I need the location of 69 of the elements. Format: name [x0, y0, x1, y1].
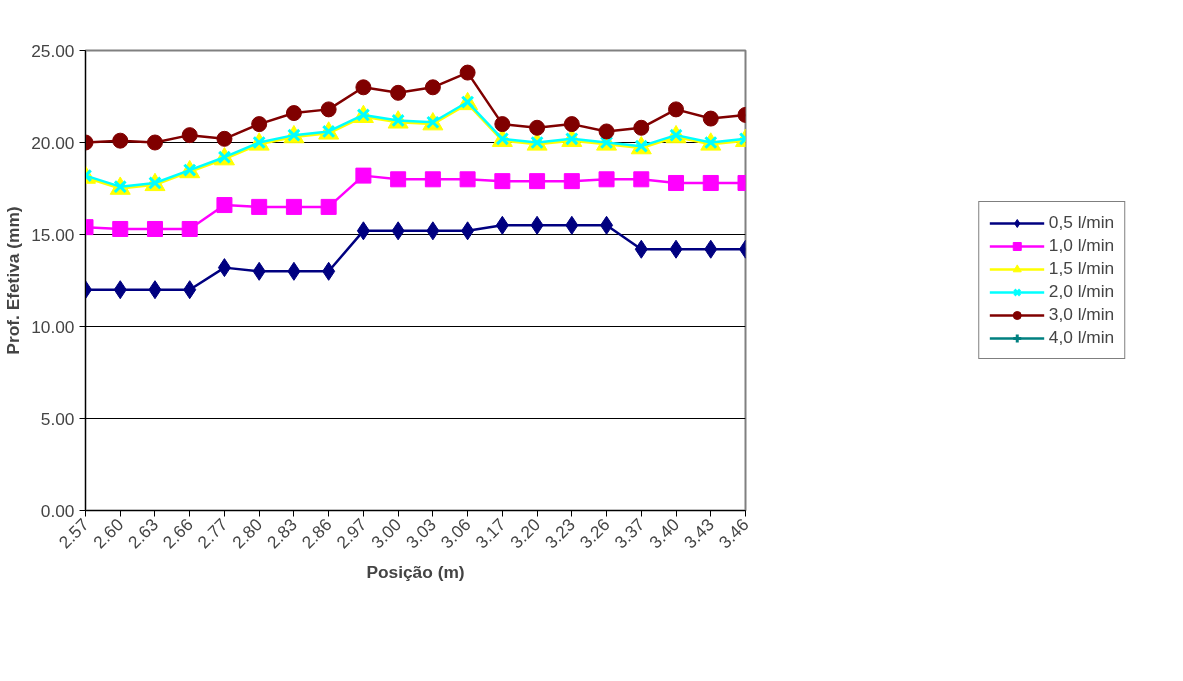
- point: [251, 198, 268, 215]
- point: [494, 173, 511, 190]
- point: [461, 221, 475, 241]
- point: [563, 116, 580, 133]
- point: [390, 171, 407, 188]
- point: [426, 221, 440, 241]
- point: [424, 79, 441, 96]
- point: [600, 215, 614, 235]
- point: [285, 198, 302, 215]
- point: [702, 174, 719, 191]
- legend-label: 2,0 l/min: [1048, 281, 1115, 302]
- point: [391, 221, 405, 241]
- point: [668, 174, 685, 191]
- y-axis-title: Prof. Efetiva (mm): [3, 206, 24, 355]
- point: [146, 220, 163, 237]
- x-axis-title: Posição (m): [366, 561, 465, 582]
- point: [181, 220, 198, 237]
- legend-label: 4,0 l/min: [1048, 327, 1115, 348]
- y-tick-label: 10.00: [31, 316, 75, 337]
- point: [113, 280, 127, 300]
- point: [181, 127, 198, 144]
- point: [669, 239, 683, 259]
- y-tick-label: 25.00: [31, 40, 75, 61]
- point: [252, 261, 266, 281]
- point: [702, 110, 719, 127]
- point: [459, 171, 476, 188]
- point: [146, 134, 163, 151]
- point: [459, 64, 476, 81]
- point: [633, 171, 650, 188]
- y-tick-label: 20.00: [31, 132, 75, 153]
- point: [598, 123, 615, 140]
- y-tick-label: 15.00: [31, 224, 75, 245]
- legend-label: 3,0 l/min: [1048, 304, 1115, 325]
- legend-label: 1,5 l/min: [1048, 258, 1115, 279]
- point: [598, 171, 615, 188]
- point: [217, 258, 231, 278]
- point: [216, 197, 233, 214]
- point: [424, 171, 441, 188]
- point: [390, 84, 407, 101]
- point: [148, 280, 162, 300]
- point: [322, 261, 336, 281]
- legend-label: 1,0 l/min: [1048, 235, 1115, 256]
- point: [320, 198, 337, 215]
- legend-label: 0,5 l/min: [1048, 212, 1115, 233]
- y-tick-label: 5.00: [40, 408, 75, 429]
- point: [704, 239, 718, 259]
- point: [495, 215, 509, 235]
- point: [251, 116, 268, 133]
- point: [112, 220, 129, 237]
- point: [565, 215, 579, 235]
- point: [356, 221, 370, 241]
- point: [529, 119, 546, 136]
- y-tick-label: 0.00: [40, 500, 75, 521]
- point: [216, 130, 233, 147]
- point: [530, 215, 544, 235]
- point: [563, 173, 580, 190]
- point: [287, 261, 301, 281]
- point: [355, 79, 372, 96]
- point: [183, 280, 197, 300]
- point: [633, 119, 650, 136]
- point: [285, 105, 302, 122]
- point: [112, 132, 129, 149]
- point: [355, 167, 372, 184]
- point: [634, 239, 648, 259]
- point: [668, 101, 685, 118]
- point: [320, 101, 337, 118]
- point: [599, 135, 614, 150]
- point: [529, 173, 546, 190]
- point: [494, 116, 511, 133]
